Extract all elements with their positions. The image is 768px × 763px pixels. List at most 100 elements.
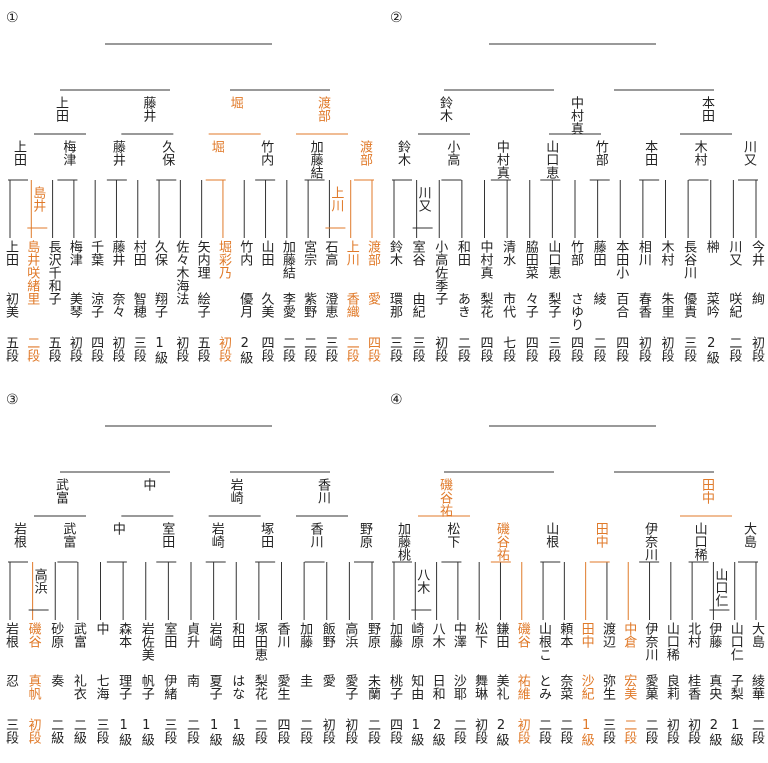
player-name: 長谷川	[681, 240, 697, 279]
player-given-name: 々子	[522, 292, 538, 318]
player-name: 飯野	[319, 622, 335, 648]
player-rank: 初段	[432, 336, 448, 362]
player-given-name: 綾	[590, 292, 606, 305]
player-rank: 初段	[66, 336, 82, 362]
player-rank: 五段	[194, 336, 210, 362]
player-name: 森本	[116, 622, 132, 648]
player-name: 室谷	[409, 240, 425, 266]
player-rank: 初段	[685, 718, 701, 744]
player-given-name: 祐維	[514, 674, 530, 700]
round3-name: 中	[140, 478, 156, 491]
player-name: 川又	[726, 240, 742, 266]
round2-name: 大島	[741, 522, 756, 548]
player-name: 加藤	[387, 622, 402, 648]
player-given-name: 愛	[319, 674, 335, 687]
player-name: 藤井	[109, 240, 125, 266]
player-name: 脇田菜	[522, 240, 538, 279]
player-given-name: 未蘭	[365, 674, 380, 700]
player-name: 和田	[454, 240, 470, 266]
player-name: 中澤	[450, 622, 466, 648]
player-given-name: 美琴	[66, 292, 82, 318]
player-given-name: 涼子	[88, 292, 104, 318]
player-rank: 二段	[749, 718, 764, 744]
round2-name: 木村	[691, 140, 707, 166]
player-rank: 三段	[681, 336, 697, 362]
round2-name: 伊奈川	[642, 522, 658, 561]
player-given-name: 美礼	[493, 674, 509, 700]
round2-name: 磯谷祐	[493, 522, 509, 561]
bracket-lines	[8, 425, 374, 620]
bracket-label: ①	[6, 10, 19, 26]
round2-name: 竹内	[258, 140, 274, 166]
player-rank: 2級	[429, 718, 445, 746]
player-name: 室田	[161, 622, 177, 648]
player-name: 本田小	[613, 240, 629, 279]
round2-name: 岩根	[11, 522, 26, 548]
player-name: 矢内理	[194, 240, 210, 279]
player-given-name: 奈菜	[557, 674, 573, 700]
player-given-name: 帆子	[138, 674, 154, 700]
player-given-name: 由紀	[409, 292, 425, 318]
round2-name: 小高	[444, 140, 460, 166]
round1-name: 山口仁	[712, 568, 728, 607]
round1-name: 島井	[30, 186, 46, 212]
player-rank: 初段	[215, 336, 231, 362]
bracket-2: ② 鈴木 環那 三段 室谷 由紀 三段 小高佐季子 初段 和田 あき 二段 中村真 梨花 四段 清水 市代 七段 脇…	[384, 0, 768, 381]
player-name: 山口稀	[663, 622, 679, 661]
player-rank: 三段	[161, 718, 177, 744]
player-given-name: 梨花	[477, 292, 493, 318]
player-given-name: 愛菓	[642, 674, 658, 700]
player-name: 山口仁	[727, 622, 743, 661]
player-name: 小高佐季子	[432, 240, 448, 305]
round1-name: 八木	[414, 568, 430, 594]
round2-name: 山口稀	[691, 522, 707, 561]
round2-name: 上田	[11, 140, 26, 166]
player-given-name: 日和	[429, 674, 445, 700]
round2-name: 竹部	[592, 140, 608, 166]
player-name: 竹部	[568, 240, 583, 266]
player-rank: 初段	[109, 336, 125, 362]
player-given-name: 百合	[613, 292, 629, 318]
player-rank: 三段	[3, 718, 18, 744]
bracket-label: ③	[6, 392, 19, 408]
player-given-name: 桃子	[387, 674, 402, 700]
player-rank: 三段	[322, 336, 338, 362]
round3-name: 渡部	[315, 96, 330, 122]
round3-name: 上田	[53, 96, 68, 122]
round2-name: 川又	[741, 140, 756, 166]
round1-name: 高浜	[31, 568, 47, 594]
player-rank: 二段	[454, 336, 470, 362]
player-rank: 二段	[557, 718, 573, 744]
player-given-name: 梨花	[251, 674, 267, 700]
player-rank: 二段	[301, 336, 317, 362]
player-given-name: 沙紀	[578, 674, 594, 700]
player-rank: 三段	[545, 336, 561, 362]
player-name: 村田	[130, 240, 146, 266]
player-name: 長沢千和子	[45, 240, 61, 305]
player-given-name: 良莉	[663, 674, 679, 700]
player-name: 大島	[749, 622, 764, 648]
player-name: 加藤	[297, 622, 313, 648]
player-name: 堀彩乃	[215, 240, 231, 279]
player-given-name: 舞琳	[472, 674, 488, 700]
round2-name: 中村真	[493, 140, 509, 179]
player-rank: 四段	[88, 336, 104, 362]
player-rank: 七段	[500, 336, 516, 362]
player-name: 島井咲緒	[24, 240, 40, 292]
player-name: 久保	[152, 240, 168, 266]
player-rank: 四段	[274, 718, 290, 744]
player-given-name: 菜吟	[703, 292, 719, 318]
round2-name: 塚田	[258, 522, 274, 548]
player-given-name: 里	[24, 292, 40, 305]
player-rank: 初段	[342, 718, 358, 744]
player-name: 山根こ	[536, 622, 552, 661]
player-rank: 二段	[24, 336, 40, 362]
player-rank: 1級	[206, 718, 222, 746]
player-given-name: 香織	[343, 292, 359, 318]
bracket-4: ④ 加藤 桃子 四段 崎原 知由 1級 八木 日和 2級 中澤 沙耶 二段 松下 舞琳 初段 鎌田 美礼 2級 磯谷祐…	[384, 382, 768, 763]
player-name: 貞升	[184, 622, 199, 648]
round2-name: 加藤桃	[395, 522, 410, 561]
player-given-name: 奈々	[109, 292, 125, 318]
round3-name: 武富	[53, 478, 68, 504]
round2-name: 中	[109, 522, 125, 535]
